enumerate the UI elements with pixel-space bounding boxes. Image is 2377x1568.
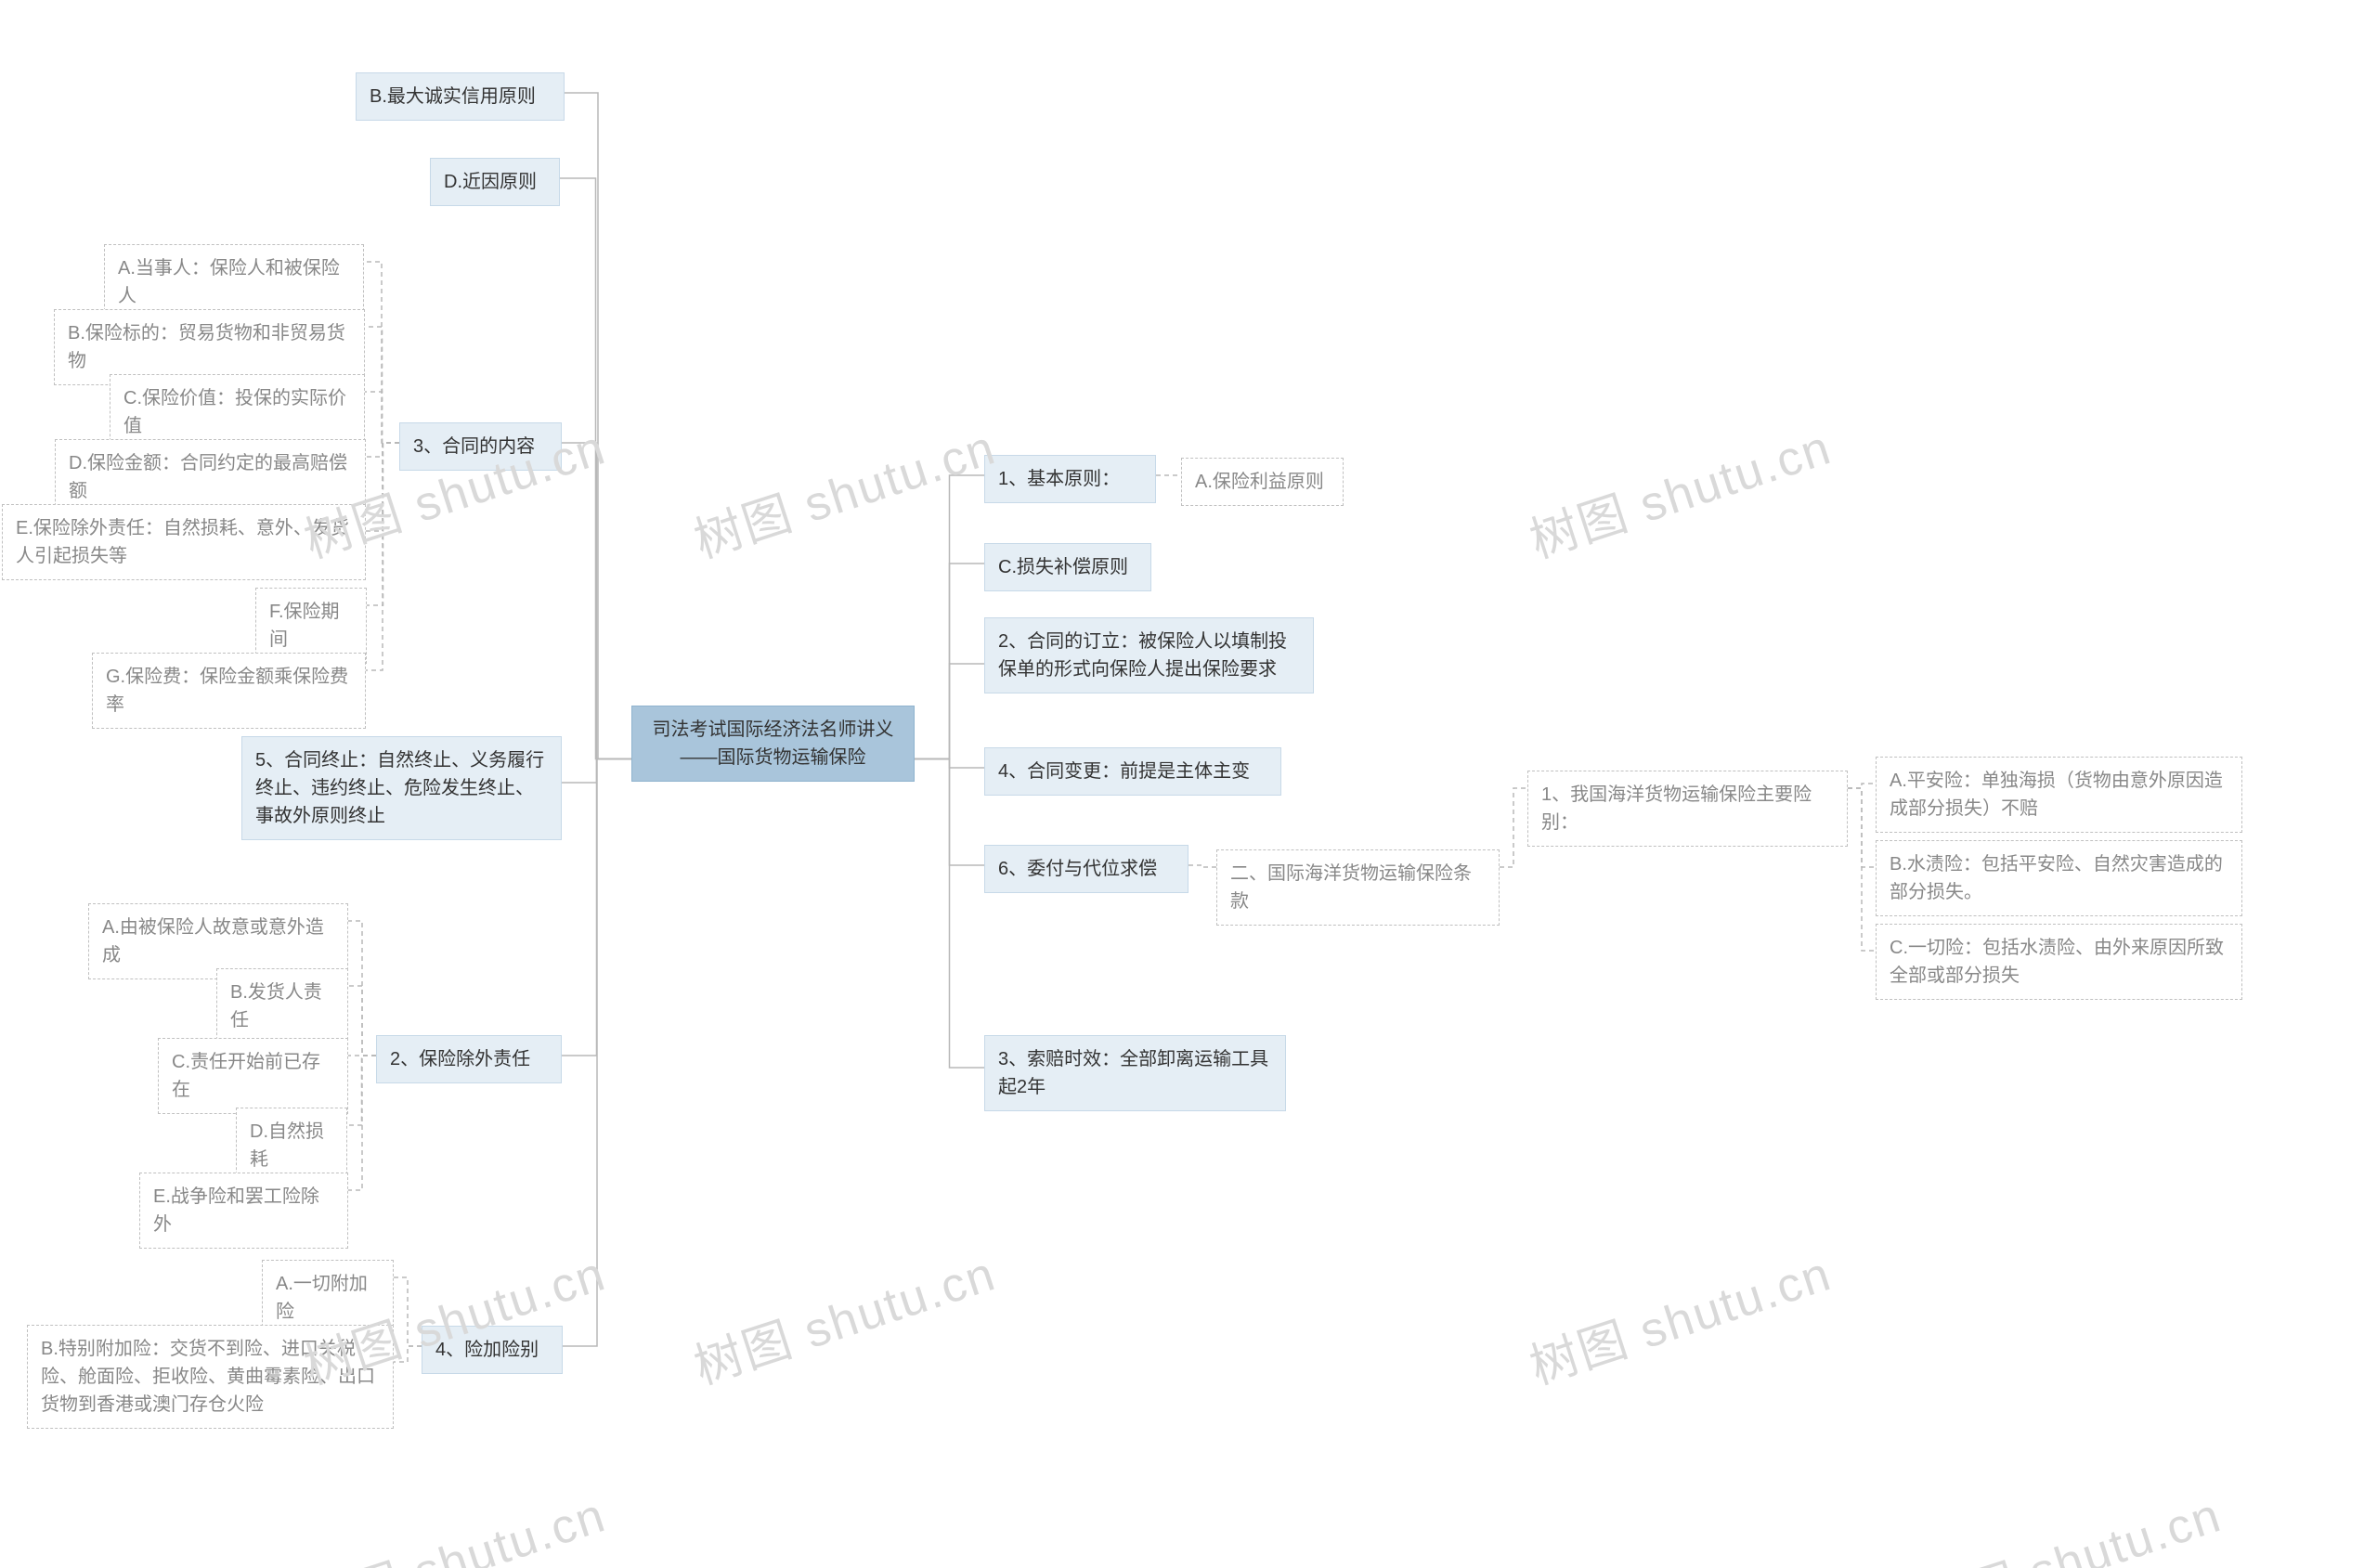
r5: 6、委付与代位求偿	[984, 845, 1188, 893]
watermark: 树图 shutu.cn	[1520, 1235, 1839, 1397]
watermark: 树图 shutu.cn	[294, 1476, 614, 1568]
r2: C.损失补偿原则	[984, 543, 1151, 591]
l6: 4、险加险别	[422, 1326, 563, 1374]
watermark: 树图 shutu.cn	[684, 1235, 1004, 1397]
l5e: E.战争险和罢工险除外	[139, 1173, 348, 1249]
r5a1b: B.水渍险：包括平安险、自然灾害造成的部分损失。	[1876, 840, 2242, 916]
l1: B.最大诚实信用原则	[356, 72, 565, 121]
r6: 3、索赔时效：全部卸离运输工具起2年	[984, 1035, 1286, 1111]
r5a1a: A.平安险：单独海损（货物由意外原因造成部分损失）不赔	[1876, 757, 2242, 833]
r1: 1、基本原则：	[984, 455, 1156, 503]
l4: 5、合同终止：自然终止、义务履行终止、违约终止、危险发生终止、事故外原则终止	[241, 736, 562, 840]
l5c: C.责任开始前已存在	[158, 1038, 348, 1114]
r4: 4、合同变更：前提是主体主变	[984, 747, 1281, 796]
r5a: 二、国际海洋货物运输保险条款	[1216, 849, 1500, 926]
r1a: A.保险利益原则	[1181, 458, 1344, 506]
root-node: 司法考试国际经济法名师讲义——国际货物运输保险	[631, 706, 915, 782]
l3g: G.保险费：保险金额乘保险费率	[92, 653, 366, 729]
watermark: 树图 shutu.cn	[684, 408, 1004, 571]
r3: 2、合同的订立：被保险人以填制投保单的形式向保险人提出保险要求	[984, 617, 1314, 693]
l3: 3、合同的内容	[399, 422, 562, 471]
l5: 2、保险除外责任	[376, 1035, 562, 1083]
l5b: B.发货人责任	[216, 968, 348, 1044]
watermark: 树图 shutu.cn	[1910, 1476, 2229, 1568]
watermark: 树图 shutu.cn	[1520, 408, 1839, 571]
r5a1c: C.一切险：包括水渍险、由外来原因所致全部或部分损失	[1876, 924, 2242, 1000]
l6b: B.特别附加险：交货不到险、进口关税险、舱面险、拒收险、黄曲霉素险、出口货物到香…	[27, 1325, 394, 1429]
r5a1: 1、我国海洋货物运输保险主要险别：	[1527, 771, 1848, 847]
l2: D.近因原则	[430, 158, 560, 206]
l3e: E.保险除外责任：自然损耗、意外、发货人引起损失等	[2, 504, 366, 580]
